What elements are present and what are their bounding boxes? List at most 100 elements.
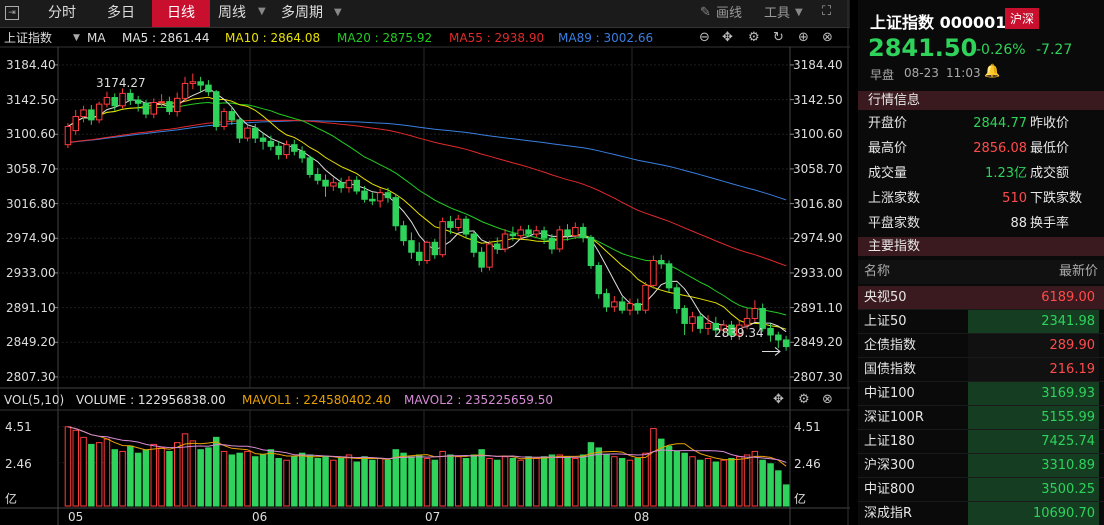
volume-bar	[681, 452, 688, 507]
fullscreen-icon[interactable]: ⛶	[822, 4, 832, 19]
chevron-down-icon[interactable]: ▼	[795, 7, 803, 18]
volume-bar	[603, 454, 610, 507]
candle-body	[88, 109, 95, 121]
quote-label: 昨收价	[1030, 116, 1070, 131]
quote-label: 上涨家数	[868, 191, 921, 206]
index-price: 216.19	[968, 358, 1099, 381]
tab-multi-period[interactable]: 多周期	[281, 5, 323, 21]
index-row[interactable]: 央视50 6189.00	[858, 286, 1104, 310]
volume-bar	[392, 449, 399, 507]
quote-row: 开盘价 2844.77 昨收价	[858, 111, 1104, 136]
volume-bar	[556, 454, 563, 507]
close-icon[interactable]: ⊗	[822, 392, 833, 407]
candle-body	[533, 230, 540, 235]
draw-line-button[interactable]: 画线	[716, 6, 743, 21]
volume-bar	[658, 438, 665, 507]
volume-bar	[697, 459, 704, 507]
candle-body	[572, 226, 579, 237]
market-badge[interactable]: 沪深	[1005, 8, 1040, 29]
candle-body	[759, 308, 766, 329]
volume-bar	[142, 449, 150, 507]
tab-intraday[interactable]: 分时	[48, 5, 76, 21]
candlestick-chart[interactable]	[0, 0, 850, 525]
candle-body	[681, 308, 688, 324]
ma89-value: MA89 : 3002.66	[558, 31, 654, 45]
candle-body	[376, 192, 384, 202]
candle-body	[626, 303, 634, 311]
exit-icon[interactable]: ⇥	[5, 6, 19, 20]
vol-axis-unit-right: 亿	[794, 492, 807, 506]
index-row[interactable]: 深证100R 5155.99	[858, 406, 1104, 430]
volume-bar	[525, 456, 532, 507]
tab-daily[interactable]: 日线	[152, 0, 210, 27]
candle-body	[322, 179, 329, 187]
candle-body	[455, 218, 462, 228]
candle-body	[408, 240, 415, 253]
chevron-down-icon[interactable]: ▼	[334, 7, 342, 18]
candle-body	[103, 97, 111, 105]
quote-date: 08-23	[904, 66, 939, 80]
index-row[interactable]: 深成指R 10690.70	[858, 502, 1104, 525]
volume-bar	[595, 447, 602, 507]
index-name: 沪深300	[864, 458, 915, 473]
index-price: 3500.25	[968, 478, 1099, 501]
price-tick-label: 2974.90	[793, 231, 843, 246]
settings-dropdown-icon[interactable]: ▼	[73, 33, 80, 43]
volume-bar	[345, 454, 353, 507]
volume-bar	[197, 449, 204, 507]
bell-icon[interactable]: 🔔	[984, 64, 1001, 79]
index-name: 企债指数	[864, 338, 917, 353]
volume-bar	[283, 459, 290, 507]
candle-body	[127, 92, 134, 101]
move-icon[interactable]: ✥	[722, 30, 733, 45]
volume-bar	[540, 456, 548, 507]
index-row[interactable]: 企债指数 289.90	[858, 334, 1104, 358]
volume-bar	[494, 459, 501, 507]
plus-icon[interactable]: ⊕	[798, 30, 809, 45]
tab-weekly[interactable]: 周线	[218, 5, 246, 21]
price-tick-label: 3016.80	[6, 196, 56, 211]
index-row[interactable]: 沪深300 3310.89	[858, 454, 1104, 478]
volume-bar	[384, 459, 392, 507]
candle-body	[228, 111, 236, 121]
volume-bar	[572, 457, 579, 507]
index-price: 6189.00	[968, 286, 1099, 309]
settings-icon[interactable]: ⚙	[798, 392, 810, 407]
index-name: 上证180	[864, 434, 915, 449]
volume-bar	[728, 457, 735, 507]
ma20-value: MA20 : 2875.92	[337, 31, 433, 45]
index-price: 2341.98	[968, 310, 1099, 333]
volume-bar	[158, 447, 165, 507]
tools-button[interactable]: 工具	[764, 6, 791, 21]
index-row[interactable]: 国债指数 216.19	[858, 358, 1104, 382]
refresh-icon[interactable]: ↻	[773, 30, 784, 45]
index-name: 中证100	[864, 386, 915, 401]
volume-bar	[275, 457, 282, 507]
change-percent: -0.26%	[976, 42, 1026, 58]
index-row[interactable]: 中证800 3500.25	[858, 478, 1104, 502]
move-icon[interactable]: ✥	[773, 392, 784, 407]
volume-bar	[736, 456, 743, 507]
volume-bar	[478, 449, 485, 507]
candle-body	[478, 251, 485, 268]
index-row[interactable]: 上证180 7425.74	[858, 430, 1104, 454]
candle-body	[525, 229, 532, 235]
minus-icon[interactable]: ⊖	[699, 30, 710, 45]
price-tick-label: 2807.30	[6, 369, 56, 384]
candle-body	[618, 301, 626, 311]
index-row[interactable]: 中证100 3169.93	[858, 382, 1104, 406]
index-row[interactable]: 上证50 2341.98	[858, 310, 1104, 334]
volume-bar	[330, 459, 337, 507]
candle-body	[181, 82, 189, 99]
chevron-down-icon[interactable]: ▼	[258, 6, 266, 17]
volume-bar	[650, 428, 657, 507]
volume-value: VOLUME : 122956838.00	[76, 393, 226, 407]
volume-bar	[95, 442, 103, 507]
tab-multi-day[interactable]: 多日	[107, 5, 135, 21]
volume-bar	[408, 456, 415, 507]
candle-body	[720, 324, 727, 331]
price-tick-label: 3142.50	[793, 92, 843, 107]
candle-body	[439, 221, 446, 256]
settings-icon[interactable]: ⚙	[748, 30, 760, 45]
close-icon[interactable]: ⊗	[822, 30, 833, 45]
